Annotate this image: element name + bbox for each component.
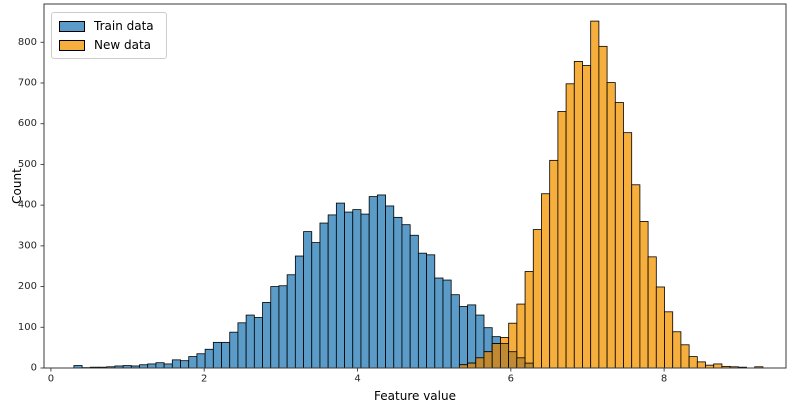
new-histogram-bar — [565, 83, 575, 369]
train-histogram-bar — [270, 286, 280, 369]
train-histogram-bar — [434, 277, 444, 369]
train-histogram-bar — [352, 209, 362, 369]
train-histogram-bar — [311, 242, 321, 369]
y-tick-label: 200 — [18, 281, 37, 292]
overlap-histogram-bar — [475, 357, 485, 369]
new-histogram-bar — [557, 111, 567, 369]
train-histogram-bar — [368, 196, 378, 369]
new-histogram-bar — [696, 361, 706, 369]
train-histogram-bar — [253, 317, 263, 369]
train-histogram-bar — [155, 362, 165, 369]
train-histogram-bar — [376, 194, 386, 369]
overlap-histogram-bar — [508, 351, 518, 369]
train-histogram-bar — [417, 252, 427, 369]
new-histogram-bar — [590, 20, 600, 369]
train-data-swatch — [59, 20, 85, 32]
new-histogram-bar — [598, 45, 608, 369]
new-histogram-bar — [680, 344, 690, 369]
y-tick-label: 800 — [18, 37, 37, 48]
train-histogram-bar — [221, 341, 231, 369]
x-axis-label: Feature value — [374, 389, 456, 403]
new-data-swatch — [59, 39, 85, 51]
train-histogram-bar — [303, 231, 313, 369]
train-histogram-bar — [319, 222, 329, 369]
y-tick-label: 500 — [18, 159, 37, 170]
new-histogram-bar — [606, 82, 616, 369]
new-histogram-bar — [664, 311, 674, 369]
train-histogram-bar — [188, 356, 198, 369]
plot-border — [43, 3, 787, 369]
new-histogram-bar — [582, 65, 592, 369]
new-histogram-bar — [524, 271, 534, 369]
y-tick-label: 0 — [31, 363, 37, 374]
x-tick-label: 2 — [201, 373, 207, 384]
train-histogram-bar — [171, 359, 181, 369]
overlap-histogram-bar — [483, 351, 493, 369]
train-histogram-bar — [180, 360, 190, 369]
new-histogram-bar — [639, 221, 649, 369]
train-histogram-bar — [278, 285, 288, 369]
train-histogram-bar — [385, 205, 395, 369]
new-histogram-bar — [623, 132, 633, 369]
x-tick-label: 4 — [354, 373, 360, 384]
train-histogram-bar — [262, 302, 272, 369]
new-histogram-bar — [631, 184, 641, 369]
train-histogram-bar — [393, 216, 403, 369]
x-tick-label: 0 — [48, 373, 54, 384]
train-histogram-bar — [327, 214, 337, 369]
train-histogram-bar — [360, 213, 370, 369]
train-histogram-bar — [196, 353, 206, 369]
legend-item-train: Train data — [59, 19, 154, 33]
new-histogram-bar — [541, 193, 551, 369]
overlap-histogram-bar — [491, 343, 501, 369]
new-histogram-bar — [573, 61, 583, 369]
new-histogram-bar — [532, 229, 542, 369]
new-histogram-bar — [655, 286, 665, 369]
train-histogram-bar — [450, 294, 460, 369]
train-histogram-bar — [401, 224, 411, 369]
y-tick-label: 400 — [18, 200, 37, 211]
train-histogram-bar — [294, 255, 304, 369]
train-histogram-bar — [426, 254, 436, 369]
train-histogram-bar — [163, 363, 173, 369]
train-histogram-bar — [286, 274, 296, 369]
overlap-histogram-bar — [524, 362, 534, 369]
legend: Train data New data — [51, 12, 167, 59]
new-histogram-bar — [549, 159, 559, 369]
new-histogram-bar — [713, 363, 723, 369]
train-histogram-bar — [409, 234, 419, 369]
train-histogram-bar — [237, 322, 247, 369]
train-histogram-bar — [335, 202, 345, 369]
y-tick-label: 600 — [18, 118, 37, 129]
legend-label-train: Train data — [94, 19, 154, 33]
overlap-histogram-bar — [467, 362, 477, 369]
train-histogram-bar — [458, 306, 468, 369]
train-histogram-bar — [245, 314, 255, 369]
new-histogram-bar — [672, 331, 682, 369]
train-histogram-bar — [467, 304, 477, 369]
train-histogram-bar — [442, 279, 452, 369]
new-histogram-bar — [688, 356, 698, 369]
new-histogram-bar — [614, 102, 624, 369]
train-histogram-bar — [344, 211, 354, 369]
y-tick-label: 700 — [18, 77, 37, 88]
overlap-histogram-bar — [516, 357, 526, 369]
legend-item-new: New data — [59, 38, 154, 52]
train-histogram-bar — [229, 331, 239, 369]
x-tick-label: 6 — [508, 373, 514, 384]
y-tick-label: 300 — [18, 240, 37, 251]
train-histogram-bar — [204, 348, 214, 369]
legend-label-new: New data — [94, 38, 152, 52]
overlap-histogram-bar — [499, 343, 509, 369]
train-histogram-bar — [147, 363, 157, 369]
x-tick-label: 8 — [661, 373, 667, 384]
train-histogram-bar — [212, 341, 222, 369]
y-axis-label: Count — [10, 168, 24, 204]
y-tick-label: 100 — [18, 322, 37, 333]
new-histogram-bar — [647, 256, 657, 369]
